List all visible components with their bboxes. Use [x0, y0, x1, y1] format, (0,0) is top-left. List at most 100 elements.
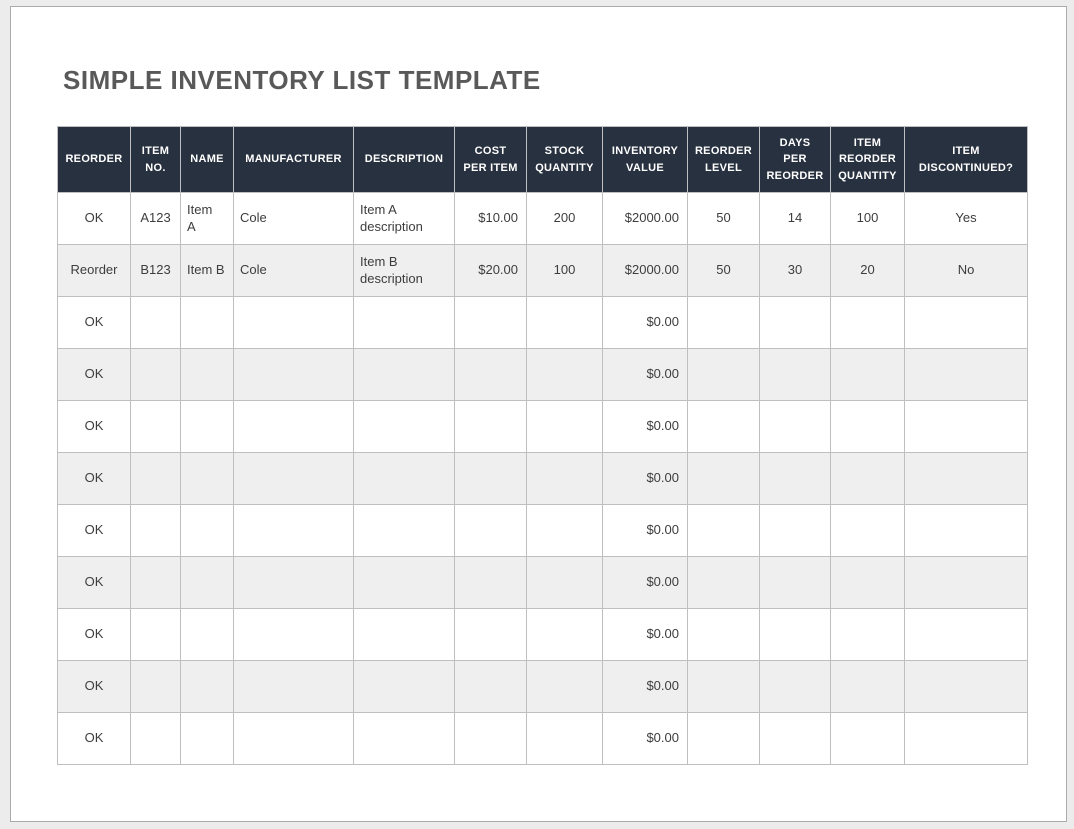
cell-cost-per-item[interactable]: $10.00 [454, 192, 527, 245]
cell-item-reorder-qty[interactable] [830, 712, 905, 765]
cell-item-reorder-qty[interactable] [830, 660, 905, 713]
cell-name[interactable] [180, 608, 234, 661]
cell-name[interactable] [180, 452, 234, 505]
cell-item-no[interactable]: A123 [130, 192, 181, 245]
cell-item-discontinued[interactable] [904, 712, 1028, 765]
cell-item-discontinued[interactable] [904, 660, 1028, 713]
cell-inventory-value[interactable]: $2000.00 [602, 192, 688, 245]
cell-description[interactable] [353, 504, 455, 557]
cell-item-discontinued[interactable] [904, 608, 1028, 661]
cell-name[interactable] [180, 400, 234, 453]
cell-reorder[interactable]: OK [57, 660, 131, 713]
column-header-reorder[interactable]: REORDER [57, 126, 131, 193]
cell-item-reorder-qty[interactable]: 20 [830, 244, 905, 297]
cell-reorder-level[interactable] [687, 504, 760, 557]
cell-stock-quantity[interactable] [526, 712, 603, 765]
cell-stock-quantity[interactable] [526, 400, 603, 453]
cell-reorder[interactable]: OK [57, 296, 131, 349]
cell-days-per-reorder[interactable] [759, 452, 831, 505]
cell-item-discontinued[interactable] [904, 296, 1028, 349]
cell-stock-quantity[interactable] [526, 556, 603, 609]
cell-name[interactable]: Item B [180, 244, 234, 297]
cell-days-per-reorder[interactable] [759, 712, 831, 765]
cell-name[interactable] [180, 504, 234, 557]
cell-inventory-value[interactable]: $0.00 [602, 712, 688, 765]
cell-days-per-reorder[interactable] [759, 504, 831, 557]
cell-cost-per-item[interactable]: $20.00 [454, 244, 527, 297]
cell-reorder[interactable]: OK [57, 608, 131, 661]
cell-inventory-value[interactable]: $0.00 [602, 296, 688, 349]
cell-stock-quantity[interactable] [526, 504, 603, 557]
cell-name[interactable] [180, 296, 234, 349]
cell-reorder-level[interactable] [687, 296, 760, 349]
cell-stock-quantity[interactable]: 200 [526, 192, 603, 245]
cell-item-reorder-qty[interactable] [830, 608, 905, 661]
cell-item-reorder-qty[interactable] [830, 452, 905, 505]
cell-manufacturer[interactable]: Cole [233, 192, 354, 245]
cell-item-no[interactable] [130, 660, 181, 713]
cell-description[interactable] [353, 608, 455, 661]
cell-item-no[interactable] [130, 712, 181, 765]
cell-manufacturer[interactable] [233, 712, 354, 765]
column-header-name[interactable]: NAME [180, 126, 234, 193]
cell-reorder[interactable]: OK [57, 192, 131, 245]
cell-days-per-reorder[interactable] [759, 556, 831, 609]
cell-item-no[interactable] [130, 348, 181, 401]
column-header-days-per-reorder[interactable]: DAYS PER REORDER [759, 126, 831, 193]
cell-reorder-level[interactable] [687, 400, 760, 453]
column-header-description[interactable]: DESCRIPTION [353, 126, 455, 193]
cell-cost-per-item[interactable] [454, 296, 527, 349]
cell-reorder[interactable]: OK [57, 712, 131, 765]
cell-item-reorder-qty[interactable] [830, 400, 905, 453]
cell-item-discontinued[interactable] [904, 348, 1028, 401]
cell-inventory-value[interactable]: $0.00 [602, 452, 688, 505]
cell-description[interactable] [353, 712, 455, 765]
cell-cost-per-item[interactable] [454, 556, 527, 609]
cell-inventory-value[interactable]: $0.00 [602, 556, 688, 609]
cell-item-no[interactable] [130, 504, 181, 557]
column-header-item-discontinued[interactable]: ITEM DISCONTINUED? [904, 126, 1028, 193]
cell-cost-per-item[interactable] [454, 504, 527, 557]
cell-item-discontinued[interactable] [904, 504, 1028, 557]
cell-item-discontinued[interactable]: No [904, 244, 1028, 297]
cell-description[interactable] [353, 348, 455, 401]
cell-reorder[interactable]: OK [57, 556, 131, 609]
cell-cost-per-item[interactable] [454, 712, 527, 765]
cell-item-discontinued[interactable]: Yes [904, 192, 1028, 245]
cell-item-reorder-qty[interactable] [830, 296, 905, 349]
cell-cost-per-item[interactable] [454, 608, 527, 661]
cell-item-discontinued[interactable] [904, 556, 1028, 609]
cell-description[interactable] [353, 660, 455, 713]
cell-reorder[interactable]: Reorder [57, 244, 131, 297]
cell-reorder-level[interactable] [687, 348, 760, 401]
cell-cost-per-item[interactable] [454, 452, 527, 505]
cell-name[interactable] [180, 556, 234, 609]
cell-reorder-level[interactable] [687, 452, 760, 505]
cell-manufacturer[interactable] [233, 608, 354, 661]
cell-name[interactable] [180, 348, 234, 401]
cell-manufacturer[interactable] [233, 556, 354, 609]
cell-name[interactable]: Item A [180, 192, 234, 245]
column-header-cost-per-item[interactable]: COST PER ITEM [454, 126, 527, 193]
cell-manufacturer[interactable] [233, 348, 354, 401]
cell-manufacturer[interactable] [233, 452, 354, 505]
cell-reorder[interactable]: OK [57, 400, 131, 453]
cell-description[interactable] [353, 556, 455, 609]
cell-manufacturer[interactable] [233, 660, 354, 713]
cell-item-reorder-qty[interactable] [830, 348, 905, 401]
cell-stock-quantity[interactable] [526, 348, 603, 401]
cell-item-no[interactable] [130, 452, 181, 505]
cell-item-no[interactable] [130, 400, 181, 453]
cell-inventory-value[interactable]: $0.00 [602, 660, 688, 713]
cell-name[interactable] [180, 660, 234, 713]
cell-reorder[interactable]: OK [57, 348, 131, 401]
cell-days-per-reorder[interactable] [759, 296, 831, 349]
cell-item-discontinued[interactable] [904, 400, 1028, 453]
cell-days-per-reorder[interactable]: 14 [759, 192, 831, 245]
cell-days-per-reorder[interactable] [759, 660, 831, 713]
cell-days-per-reorder[interactable] [759, 608, 831, 661]
cell-reorder[interactable]: OK [57, 452, 131, 505]
cell-inventory-value[interactable]: $0.00 [602, 608, 688, 661]
cell-item-reorder-qty[interactable] [830, 556, 905, 609]
column-header-inventory-value[interactable]: INVENTORY VALUE [602, 126, 688, 193]
